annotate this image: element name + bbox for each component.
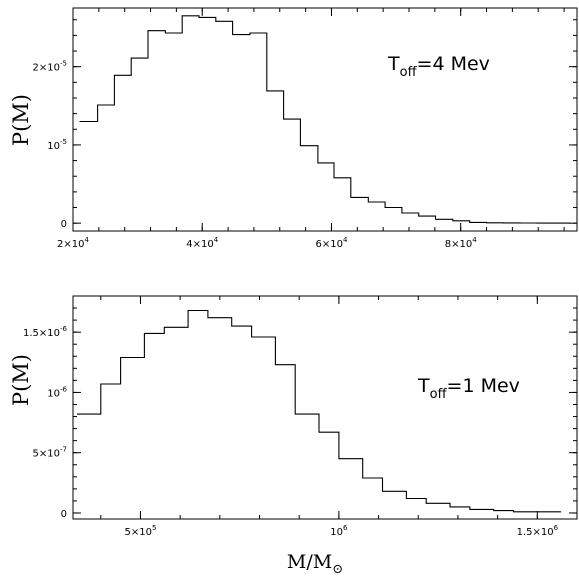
temperature-annotation: Toff=4 Mev — [387, 53, 490, 80]
x-axis-label: M/M⊙ — [287, 551, 343, 577]
y-tick-label: 10-5 — [47, 138, 67, 152]
y-axis-label: P(M) — [9, 94, 33, 146]
x-tick-label: 4×104 — [186, 236, 218, 250]
panel-top: 2×104 4×104 6×104 8×104 0 10-5 2×10-5 P(M) Toff=… — [9, 7, 578, 250]
x-tick-label: 6×104 — [315, 236, 347, 250]
temperature-annotation: Toff=1 Mev — [417, 375, 520, 402]
x-tick-label: 106 — [330, 524, 348, 538]
y-tick-label: 2×10-5 — [33, 60, 67, 74]
x-tick-label: 5×105 — [124, 524, 156, 538]
y-tick-label: 1.5×10-6 — [23, 325, 68, 339]
x-tick-label: 1.5×106 — [517, 524, 559, 538]
x-tick-label: 2×104 — [57, 236, 89, 250]
y-tick-label: 10-6 — [47, 385, 67, 399]
panel-bottom: 5×105 106 1.5×106 0 5×10-7 10-6 1.5×10-6 P(M) To… — [9, 295, 578, 577]
y-tick-label: 0 — [61, 219, 67, 230]
histogram-series — [79, 15, 571, 224]
histogram-series — [77, 309, 562, 513]
plot-frame — [72, 7, 578, 232]
x-tick-label: 8×104 — [445, 236, 477, 250]
plot-frame — [72, 295, 578, 520]
y-axis-label: P(M) — [9, 354, 33, 406]
y-tick-label: 0 — [61, 509, 67, 520]
y-tick-label: 5×10-7 — [33, 446, 67, 460]
